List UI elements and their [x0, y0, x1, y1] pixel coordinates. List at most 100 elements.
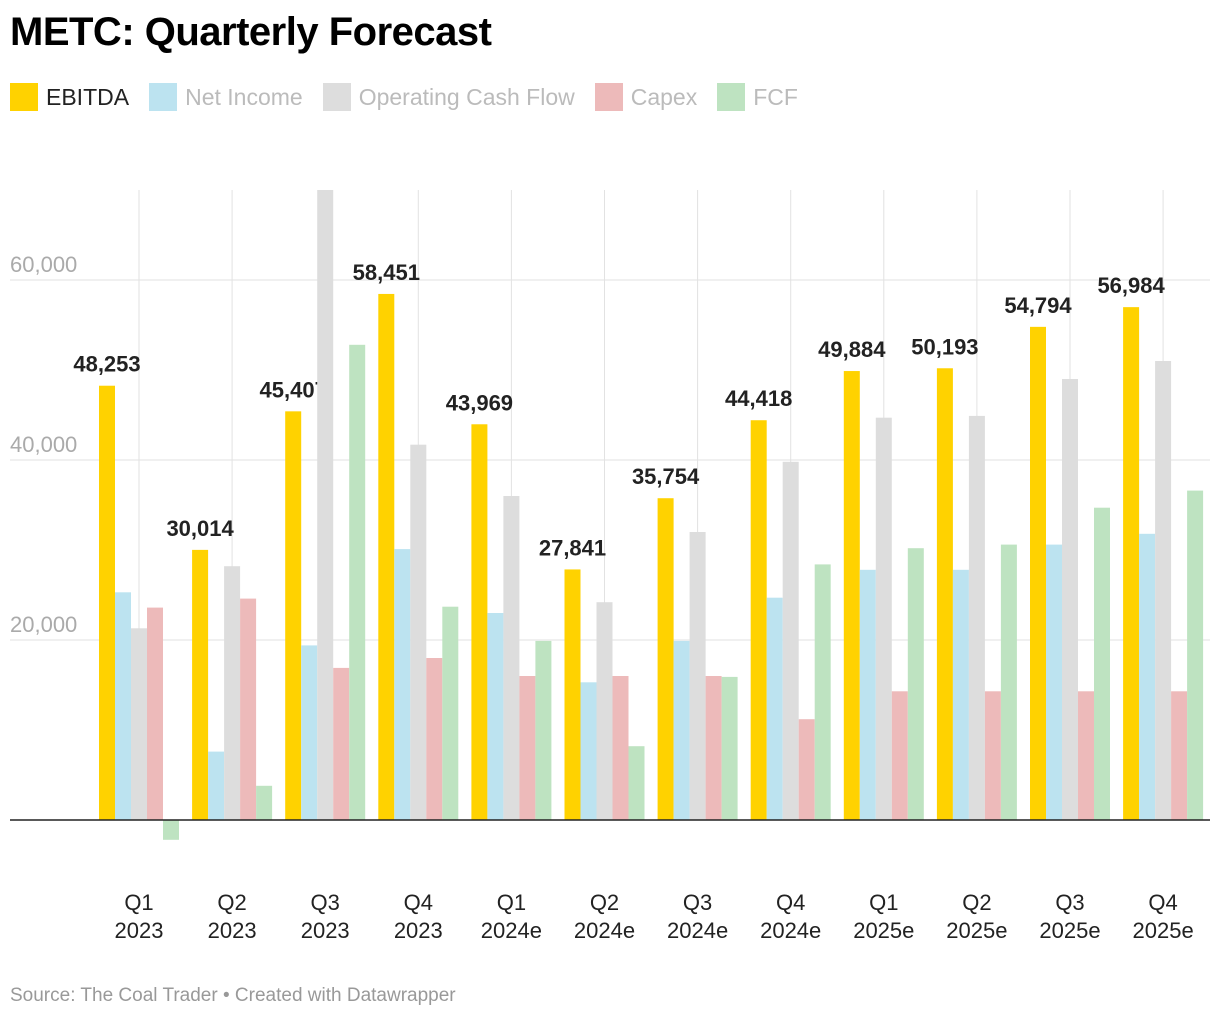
legend-swatch — [10, 83, 38, 111]
bar-ebitda — [1123, 307, 1140, 820]
bar-operating-cash-flow — [131, 628, 147, 820]
bar-capex — [984, 691, 1001, 820]
bar-operating-cash-flow — [317, 190, 334, 820]
x-tick-label: Q4 — [1148, 890, 1177, 915]
bar-operating-cash-flow — [596, 602, 613, 820]
legend-label: Operating Cash Flow — [358, 83, 575, 110]
x-tick-label: Q4 — [776, 890, 805, 915]
legend-item[interactable]: FCF — [717, 83, 798, 111]
bar-capex — [519, 676, 536, 820]
legend-item[interactable]: EBITDA — [10, 83, 129, 111]
x-tick-label: Q2 — [962, 890, 991, 915]
bar-fcf — [907, 548, 924, 820]
chart-title: METC: Quarterly Forecast — [10, 10, 492, 54]
x-tick-label: Q4 — [404, 890, 433, 915]
bar-operating-cash-flow — [875, 417, 892, 820]
x-tick-label: 2025e — [946, 918, 1007, 943]
bar-capex — [891, 691, 908, 820]
bar-fcf — [349, 344, 366, 820]
legend-label: FCF — [753, 83, 798, 110]
source-note: Source: The Coal Trader • Created with D… — [10, 985, 456, 1006]
bar-ebitda — [657, 498, 674, 820]
bar-net-income — [859, 569, 876, 820]
bar-ebitda — [936, 368, 953, 820]
bar-fcf — [1000, 544, 1017, 820]
bar-fcf — [1187, 490, 1204, 820]
legend-label: Capex — [630, 83, 698, 110]
bar-capex — [240, 598, 257, 820]
x-tick-label: Q1 — [124, 890, 153, 915]
legend-swatch — [322, 83, 351, 111]
x-tick-label: 2024e — [481, 918, 542, 943]
data-label: 35,754 — [632, 464, 700, 489]
bar-ebitda — [750, 420, 767, 820]
bar-operating-cash-flow — [410, 444, 427, 820]
legend-item[interactable]: Capex — [594, 83, 698, 111]
bar-operating-cash-flow — [689, 532, 706, 820]
bar-fcf — [1094, 507, 1110, 820]
data-label: 45,407 — [260, 377, 327, 402]
bar-ebitda — [192, 549, 209, 820]
bar-fcf — [628, 746, 645, 820]
data-label: 49,884 — [818, 337, 886, 362]
data-label: 50,193 — [911, 334, 978, 359]
y-tick-label: 40,000 — [10, 432, 77, 457]
x-tick-label: Q2 — [217, 890, 246, 915]
data-label: 43,969 — [446, 390, 513, 415]
x-tick-label: 2024e — [760, 918, 821, 943]
y-tick-label: 60,000 — [10, 252, 77, 277]
legend-swatch — [149, 83, 178, 111]
bar-net-income — [208, 751, 225, 820]
data-label: 48,253 — [73, 352, 140, 377]
bar-ebitda — [564, 569, 581, 820]
data-label: 58,451 — [353, 260, 420, 285]
x-tick-label: 2023 — [115, 918, 164, 943]
x-tick-label: Q3 — [311, 890, 340, 915]
y-tick-label: 20,000 — [10, 612, 77, 637]
bar-net-income — [115, 592, 131, 820]
x-tick-label: 2025e — [1039, 918, 1100, 943]
x-tick-label: Q1 — [869, 890, 898, 915]
bar-capex — [612, 676, 629, 820]
x-tick-label: 2024e — [574, 918, 635, 943]
bar-operating-cash-flow — [782, 461, 799, 820]
bar-capex — [705, 676, 722, 820]
bar-capex — [333, 667, 350, 820]
legend-item[interactable]: Net Income — [149, 83, 303, 111]
bar-net-income — [766, 597, 783, 820]
bar-fcf — [721, 676, 738, 820]
bar-net-income — [487, 613, 504, 820]
x-tick-label: 2023 — [301, 918, 350, 943]
bar-net-income — [673, 640, 690, 820]
bar-ebitda — [1030, 326, 1046, 820]
data-label: 30,014 — [166, 516, 234, 541]
bar-net-income — [1139, 533, 1156, 820]
legend-swatch — [717, 83, 746, 111]
bar-fcf — [535, 640, 552, 820]
data-label: 54,794 — [1004, 293, 1072, 318]
legend-label: EBITDA — [46, 83, 130, 110]
bar-operating-cash-flow — [1062, 379, 1078, 820]
x-tick-label: Q3 — [1055, 890, 1084, 915]
x-tick-label: Q2 — [590, 890, 619, 915]
bar-ebitda — [378, 293, 395, 820]
bar-net-income — [1046, 544, 1062, 820]
bar-operating-cash-flow — [224, 566, 241, 820]
bar-net-income — [952, 569, 969, 820]
bar-operating-cash-flow — [968, 415, 985, 820]
bar-net-income — [580, 682, 597, 820]
x-tick-label: Q1 — [497, 890, 526, 915]
legend-swatch — [594, 83, 623, 111]
data-label: 44,418 — [725, 386, 792, 411]
bar-operating-cash-flow — [1155, 361, 1172, 820]
bar-capex — [1171, 691, 1188, 820]
legend-item[interactable]: Operating Cash Flow — [322, 83, 575, 111]
data-label: 27,841 — [539, 535, 606, 560]
bar-fcf — [814, 564, 831, 820]
bar-fcf — [163, 820, 179, 840]
bar-capex — [426, 658, 443, 820]
legend-label: Net Income — [185, 83, 303, 110]
bar-net-income — [301, 645, 318, 820]
x-tick-label: 2025e — [853, 918, 914, 943]
